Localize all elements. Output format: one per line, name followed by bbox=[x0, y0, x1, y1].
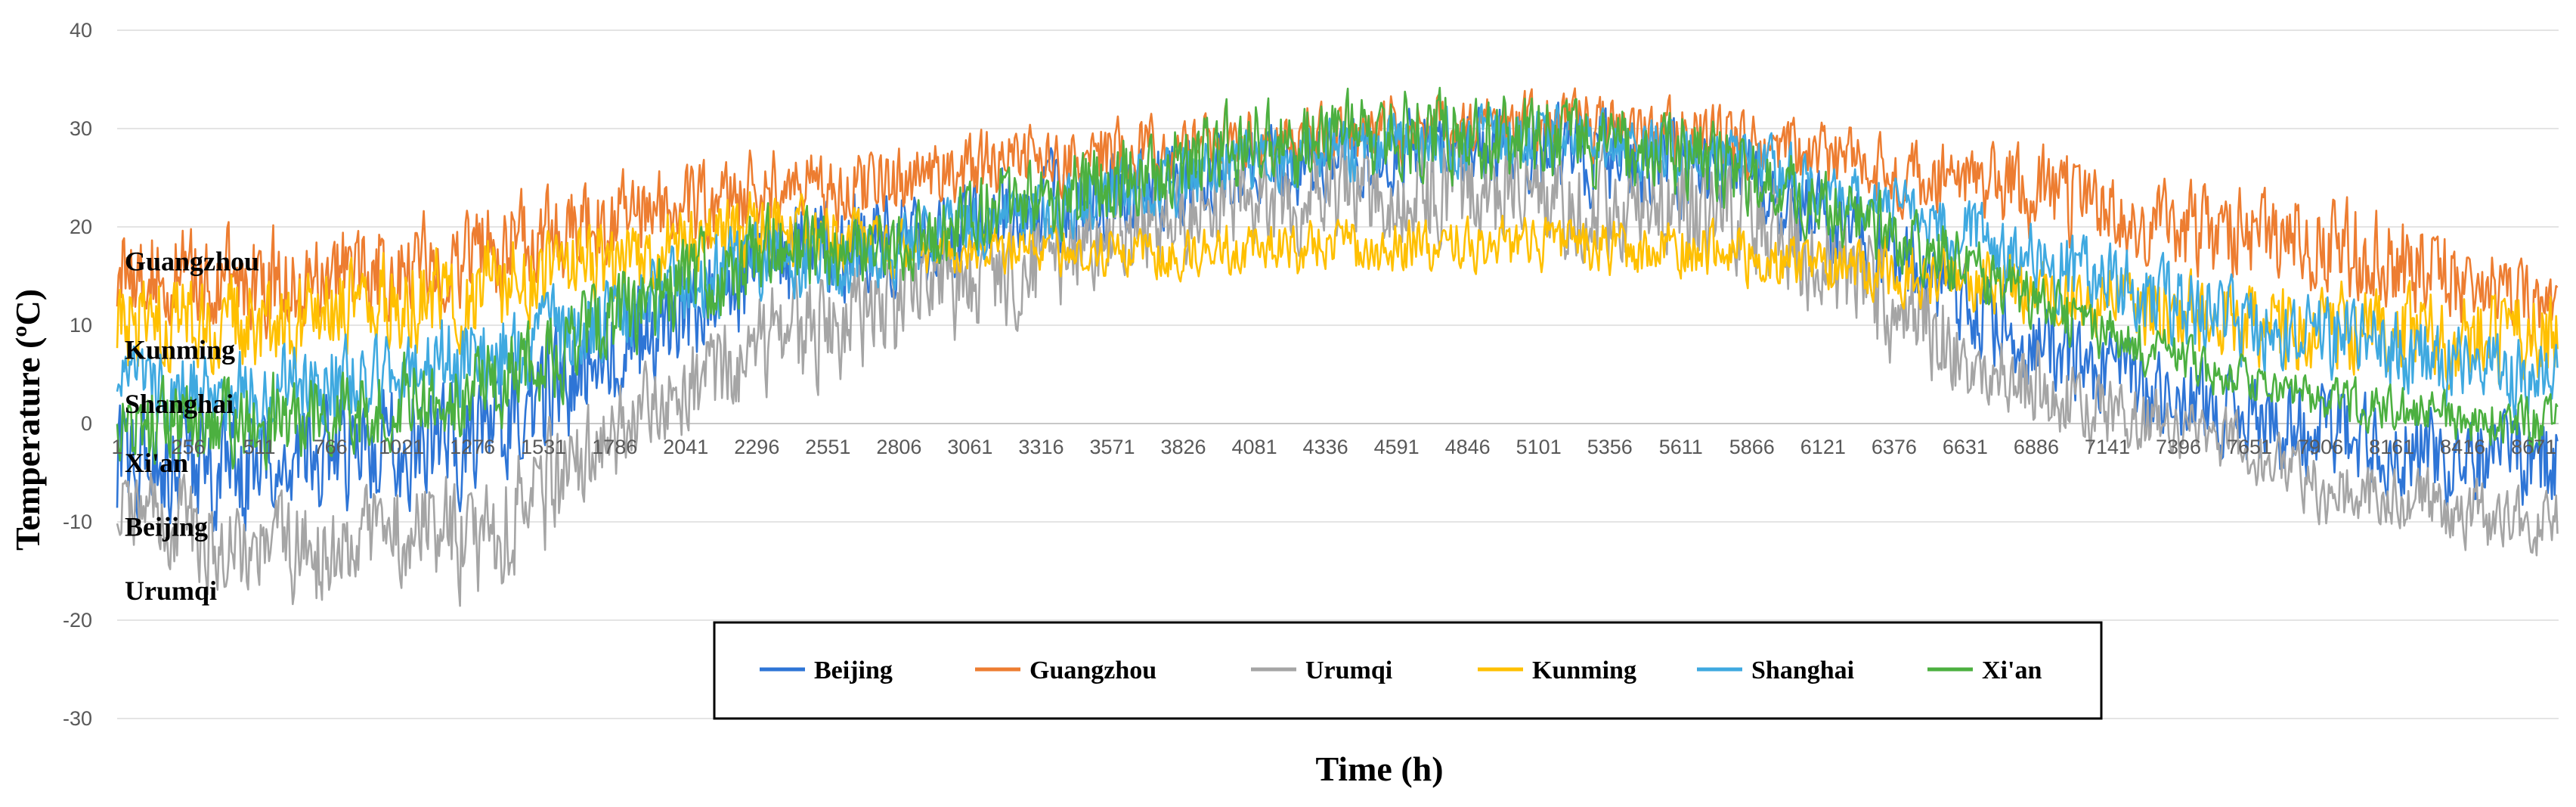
series-lines bbox=[116, 86, 2559, 607]
y-tick-label: 30 bbox=[70, 117, 92, 140]
legend: Beijing Guangzhou Urumqi Kunming Shanghai Xi'… bbox=[713, 621, 2103, 720]
x-tick-label: 3061 bbox=[947, 436, 992, 458]
x-tick-label: 1786 bbox=[592, 436, 637, 458]
x-tick-label: 7396 bbox=[2156, 436, 2201, 458]
x-tick-label: 766 bbox=[314, 436, 348, 458]
x-tick-label: 8671 bbox=[2511, 436, 2556, 458]
x-tick-label: 1021 bbox=[379, 436, 424, 458]
x-tick-label: 5101 bbox=[1516, 436, 1562, 458]
y-axis-title: Temperature (ºC) bbox=[8, 289, 47, 551]
x-tick-label: 7651 bbox=[2227, 436, 2272, 458]
y-tick-label: 10 bbox=[70, 314, 92, 337]
series-line-kunming bbox=[116, 191, 2559, 390]
x-tick-label: 6376 bbox=[1872, 436, 1917, 458]
x-tick-label: 8161 bbox=[2369, 436, 2414, 458]
x-tick-label: 7141 bbox=[2085, 436, 2130, 458]
x-tick-label: 4846 bbox=[1445, 436, 1491, 458]
series-line-xian bbox=[116, 86, 2559, 471]
annotation-beijing: Beijing bbox=[125, 512, 208, 542]
x-tick-label: 1 bbox=[111, 436, 122, 458]
y-axis-ticks: -30 -20 -10 0 10 20 30 40 bbox=[63, 19, 92, 730]
y-tick-label: 0 bbox=[81, 412, 92, 435]
legend-box bbox=[713, 621, 2103, 720]
legend-label-guangzhou: Guangzhou bbox=[1029, 656, 1156, 684]
x-tick-label: 6121 bbox=[1800, 436, 1846, 458]
city-annotations: Guangzhou Kunming Shanghai Xi'an Beijing Urum… bbox=[125, 247, 259, 607]
x-tick-label: 3316 bbox=[1018, 436, 1064, 458]
y-tick-label: 40 bbox=[70, 19, 92, 42]
annotation-guangzhou: Guangzhou bbox=[125, 247, 259, 277]
x-tick-label: 3826 bbox=[1160, 436, 1206, 458]
legend-label-beijing: Beijing bbox=[814, 656, 893, 684]
x-tick-label: 1531 bbox=[521, 436, 566, 458]
x-tick-label: 5866 bbox=[1729, 436, 1775, 458]
x-tick-label: 2806 bbox=[876, 436, 921, 458]
legend-label-xian: Xi'an bbox=[1982, 656, 2042, 684]
legend-items: Beijing Guangzhou Urumqi Kunming Shanghai Xi'… bbox=[760, 656, 2042, 684]
legend-label-kunming: Kunming bbox=[1532, 656, 1636, 684]
x-tick-label: 3571 bbox=[1089, 436, 1135, 458]
x-tick-label: 5356 bbox=[1587, 436, 1633, 458]
x-tick-label: 4591 bbox=[1374, 436, 1420, 458]
x-axis-title: Time (h) bbox=[1315, 750, 1443, 788]
annotation-urumqi: Urumqi bbox=[125, 576, 217, 606]
legend-label-shanghai: Shanghai bbox=[1751, 656, 1854, 684]
y-tick-label: -30 bbox=[63, 707, 92, 730]
annotation-shanghai: Shanghai bbox=[125, 389, 234, 419]
x-tick-label: 6631 bbox=[1943, 436, 1988, 458]
annotation-xian: Xi'an bbox=[125, 448, 188, 478]
x-tick-label: 5611 bbox=[1659, 436, 1703, 458]
x-tick-label: 2551 bbox=[805, 436, 850, 458]
x-tick-label: 511 bbox=[243, 436, 276, 458]
x-tick-label: 2296 bbox=[734, 436, 779, 458]
x-tick-label: 7906 bbox=[2298, 436, 2343, 458]
x-tick-label: 1276 bbox=[450, 436, 495, 458]
x-tick-label: 2041 bbox=[663, 436, 708, 458]
x-tick-label: 4336 bbox=[1303, 436, 1348, 458]
x-tick-label: 256 bbox=[172, 436, 206, 458]
x-tick-label: 4081 bbox=[1232, 436, 1277, 458]
legend-label-urumqi: Urumqi bbox=[1305, 656, 1392, 684]
x-tick-label: 6886 bbox=[2014, 436, 2059, 458]
annotation-kunming: Kunming bbox=[125, 335, 235, 365]
y-tick-label: -10 bbox=[63, 511, 92, 533]
y-tick-label: 20 bbox=[70, 216, 92, 238]
y-tick-label: -20 bbox=[63, 609, 92, 632]
x-axis-ticks: 1 256 511 766 1021 1276 1531 1786 2041 2296 2551 28… bbox=[111, 436, 2556, 458]
x-tick-label: 8416 bbox=[2440, 436, 2485, 458]
